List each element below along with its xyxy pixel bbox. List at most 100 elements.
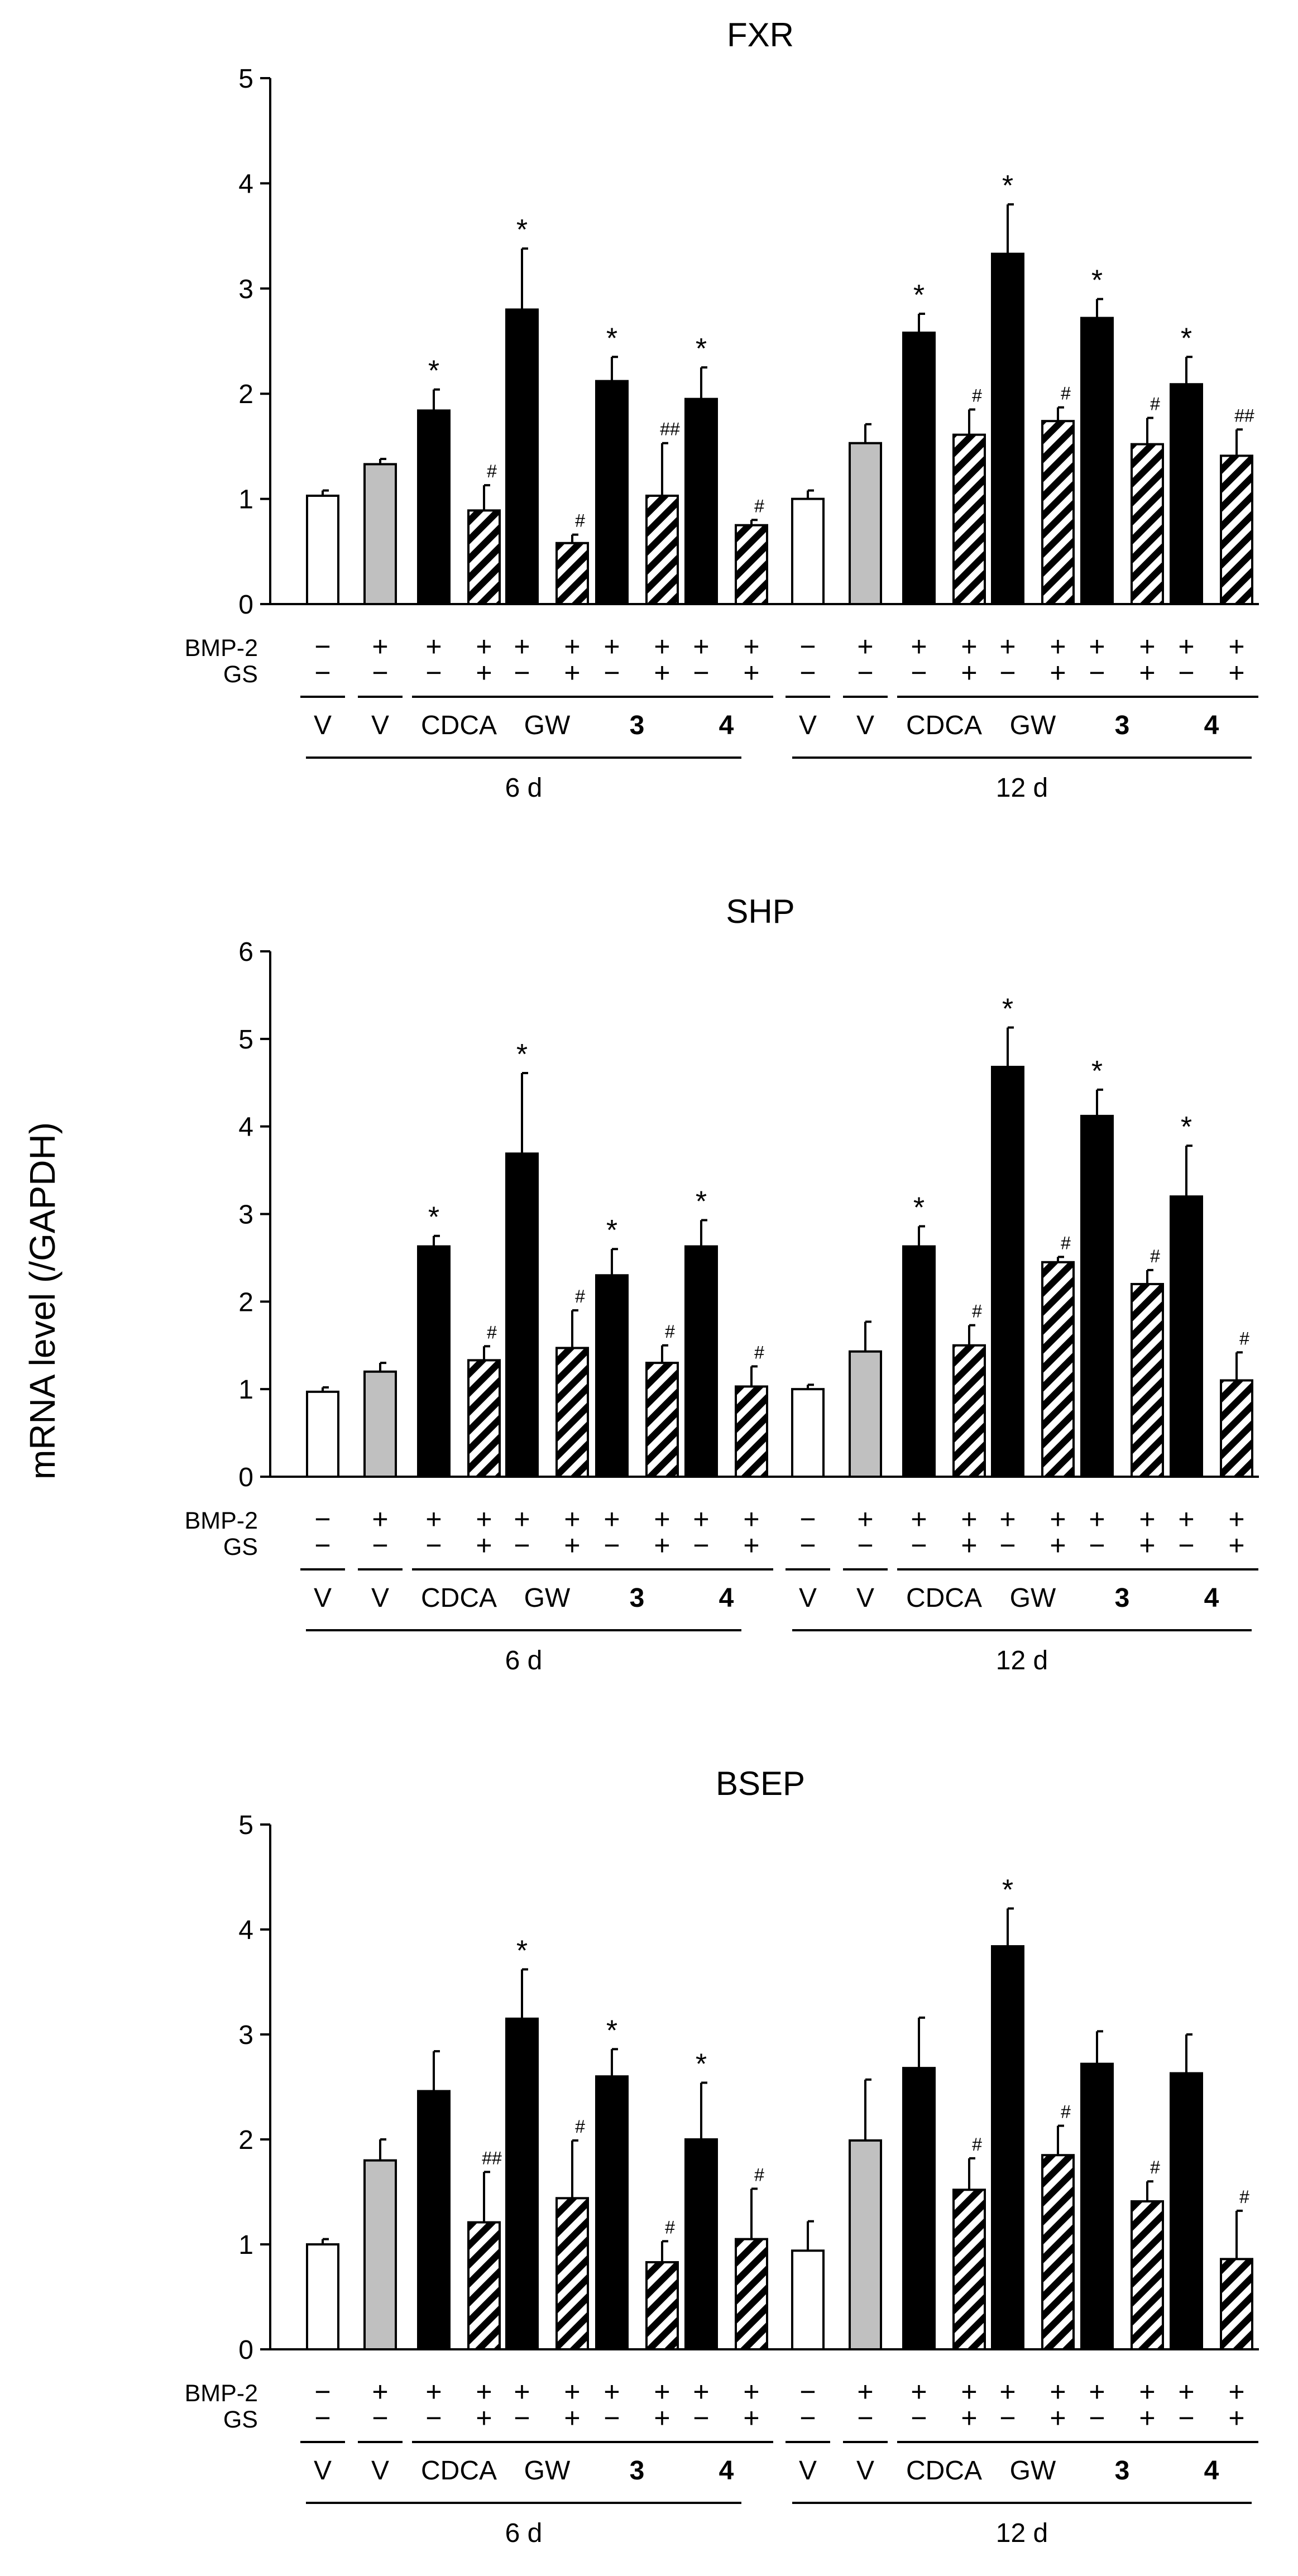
- gs-sign: −: [372, 657, 388, 688]
- chart-title: BSEP: [716, 1765, 805, 1802]
- gs-sign: −: [514, 1530, 530, 1561]
- y-tick-label: 1: [238, 485, 253, 515]
- bar-agonist: [417, 409, 451, 605]
- gs-sign: +: [1050, 2402, 1066, 2434]
- significance-hash: #: [487, 461, 497, 481]
- bar-agonist: [902, 2067, 936, 2350]
- bar-gs: [555, 2197, 589, 2351]
- gs-sign: +: [743, 1530, 759, 1561]
- gs-sign: −: [857, 2402, 873, 2434]
- group-label: 3: [1115, 1583, 1130, 1613]
- gs-sign: +: [564, 2402, 580, 2434]
- group-label: V: [856, 1583, 874, 1613]
- bar-agonist: [684, 398, 718, 605]
- bar-vehicle: [306, 494, 339, 605]
- gs-sign: +: [1050, 657, 1066, 688]
- y-tick-label: 2: [238, 380, 253, 409]
- group-label: 4: [1204, 1583, 1219, 1613]
- group-label: V: [314, 711, 332, 740]
- gs-sign: −: [693, 657, 709, 688]
- y-tick-label: 2: [238, 2125, 253, 2155]
- significance-star: *: [696, 2048, 707, 2080]
- bar-agonist: [1170, 383, 1203, 606]
- significance-star: *: [516, 1935, 528, 1967]
- bar-gs: [735, 2238, 768, 2351]
- gs-sign: −: [604, 657, 620, 688]
- significance-star: *: [606, 2014, 617, 2047]
- bmp2-sign: +: [1050, 1504, 1066, 1535]
- bmp2-sign: +: [604, 1504, 620, 1535]
- bar-gs: [1041, 2154, 1075, 2350]
- chart-title: SHP: [726, 893, 794, 930]
- gs-sign: −: [857, 1530, 873, 1561]
- bmp2-sign: +: [1178, 2376, 1194, 2407]
- y-tick-label: 3: [238, 1200, 253, 1230]
- gs-sign: −: [425, 657, 442, 688]
- bar-bmp2: [849, 1350, 882, 1478]
- bmp2-sign: −: [799, 631, 816, 662]
- gs-sign: −: [425, 2402, 442, 2434]
- bmp2-sign: −: [314, 1504, 331, 1535]
- group-label: CDCA: [906, 711, 982, 740]
- chart-shp: SHP0123456*#*#*#*#*#*#*#*#BMP-2GS−−V+−V+…: [185, 893, 1259, 1675]
- bmp2-sign: +: [604, 631, 620, 662]
- significance-hash: #: [575, 2117, 585, 2137]
- bmp2-sign: +: [1178, 631, 1194, 662]
- y-tick-label: 1: [238, 1375, 253, 1405]
- bmp2-sign: +: [999, 1504, 1016, 1535]
- significance-hash: #: [1239, 1328, 1249, 1348]
- bmp2-sign: +: [564, 2376, 580, 2407]
- gs-sign: +: [1228, 2402, 1244, 2434]
- significance-star: *: [428, 1201, 439, 1234]
- significance-hash: #: [1150, 394, 1160, 414]
- gs-sign: −: [799, 1530, 816, 1561]
- gs-sign: −: [514, 2402, 530, 2434]
- y-tick-label: 4: [238, 1113, 253, 1142]
- bmp2-sign: +: [1089, 2376, 1105, 2407]
- bmp2-sign: −: [799, 1504, 816, 1535]
- group-label: CDCA: [421, 711, 497, 740]
- significance-hash: ##: [1234, 405, 1254, 425]
- group-label: CDCA: [906, 2456, 982, 2486]
- significance-hash: #: [1061, 1233, 1071, 1253]
- bar-gs: [1220, 454, 1253, 606]
- period-label: 12 d: [996, 1646, 1048, 1675]
- gs-sign: +: [1139, 657, 1155, 688]
- gs-sign: −: [693, 2402, 709, 2434]
- bar-gs: [1131, 443, 1164, 606]
- group-label: V: [371, 2456, 389, 2486]
- bar-agonist: [1080, 2062, 1114, 2350]
- significance-hash: #: [1239, 2187, 1249, 2207]
- bmp2-sign: +: [372, 2376, 388, 2407]
- significance-star: *: [516, 1038, 528, 1071]
- bar-gs: [645, 2261, 679, 2350]
- bmp2-sign: +: [1228, 1504, 1244, 1535]
- gs-sign: −: [911, 1530, 927, 1561]
- bmp2-sign: +: [372, 631, 388, 662]
- bmp2-sign: +: [654, 2376, 670, 2407]
- significance-hash: #: [575, 1286, 585, 1306]
- bar-bmp2: [363, 1370, 397, 1478]
- bar-gs: [952, 1344, 986, 1478]
- y-tick-label: 2: [238, 1287, 253, 1317]
- row-label-bmp2: BMP-2: [185, 1507, 258, 1534]
- significance-star: *: [913, 279, 925, 312]
- y-axis-label: mRNA level (/GAPDH): [22, 1122, 63, 1479]
- group-label: GW: [1010, 2456, 1056, 2486]
- bmp2-sign: +: [514, 2376, 530, 2407]
- bar-agonist: [505, 2017, 539, 2351]
- group-label: CDCA: [421, 1583, 497, 1613]
- row-label-bmp2: BMP-2: [185, 2380, 258, 2407]
- gs-sign: −: [911, 657, 927, 688]
- bar-vehicle: [791, 497, 825, 605]
- gs-sign: +: [1139, 2402, 1155, 2434]
- y-tick-label: 0: [238, 1463, 253, 1492]
- bar-agonist: [991, 1066, 1024, 1478]
- period-label: 6 d: [505, 1646, 543, 1675]
- bmp2-sign: +: [911, 2376, 927, 2407]
- gs-sign: −: [999, 1530, 1016, 1561]
- gs-sign: −: [314, 2402, 331, 2434]
- bar-agonist: [902, 331, 936, 605]
